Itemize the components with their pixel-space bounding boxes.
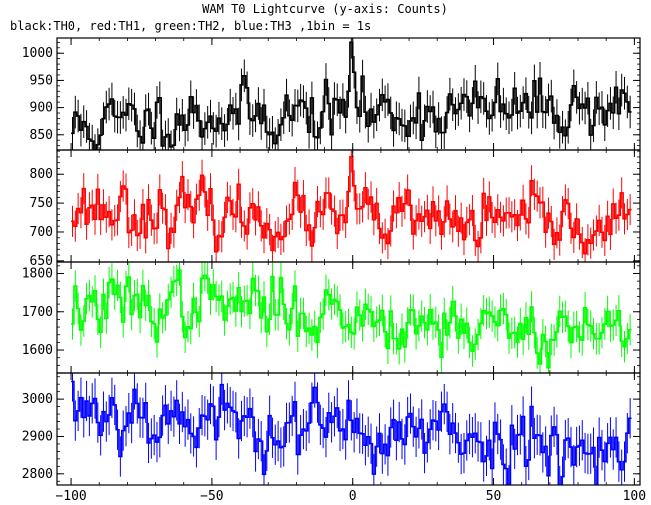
chart-title: WAM T0 Lightcurve (y-axis: Counts) — [202, 2, 448, 16]
y-tick-label: 950 — [30, 73, 53, 88]
y-tick-label: 3000 — [22, 392, 53, 407]
series-th1 — [71, 150, 632, 262]
y-tick-label: 800 — [30, 167, 53, 182]
step-line — [71, 269, 632, 369]
y-tick-label: 2900 — [22, 429, 53, 444]
series-th2 — [71, 262, 632, 373]
series-th3 — [71, 373, 632, 485]
panel-th3: 2800 2900 3000 — [22, 372, 641, 486]
x-axis: −100 −50 0 50 100 — [55, 489, 646, 504]
y-tick-label: 900 — [30, 101, 53, 116]
step-line — [71, 41, 632, 150]
x-tick-label: 100 — [623, 489, 646, 504]
series-th0 — [71, 38, 632, 150]
y-tick-label: 1000 — [22, 46, 53, 61]
x-tick-label: −50 — [200, 489, 223, 504]
panel-th2: 1600 1700 1800 — [22, 261, 641, 374]
y-tick-label: 1700 — [22, 305, 53, 320]
y-tick-label: 750 — [30, 196, 53, 211]
panel-th1: 650 700 750 800 — [30, 149, 641, 269]
y-tick-label: 2800 — [22, 467, 53, 482]
x-tick-label: 0 — [349, 489, 357, 504]
y-tick-label: 1600 — [22, 343, 53, 358]
y-tick-label: 850 — [30, 128, 53, 143]
x-tick-label: −100 — [55, 489, 86, 504]
panels-group: 850 900 950 1000 650 700 750 800 1600 1700 1800 280… — [22, 37, 641, 486]
y-tick-label: 1800 — [22, 266, 53, 281]
x-tick-label: 50 — [486, 489, 502, 504]
y-tick-label: 650 — [30, 254, 53, 269]
panel-th0: 850 900 950 1000 — [22, 37, 641, 151]
y-tick-label: 700 — [30, 225, 53, 240]
step-line — [71, 156, 632, 255]
chart-subtitle: black:TH0, red:TH1, green:TH2, blue:TH3 … — [10, 19, 371, 33]
step-line — [71, 380, 632, 485]
